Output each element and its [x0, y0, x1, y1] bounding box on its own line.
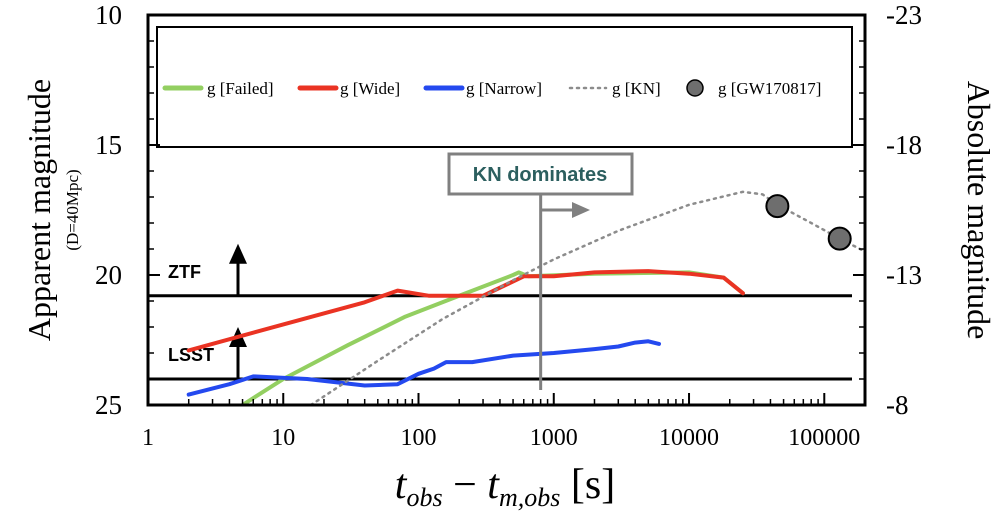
legend-label-gw: g [GW170817] — [718, 79, 821, 98]
series-line-kn — [309, 190, 865, 405]
x-label-sub2: m,obs — [499, 483, 560, 512]
x-tick-label: 1000 — [530, 425, 578, 451]
series-line-wide — [186, 269, 745, 353]
y-axis-right-label: Absolute magnitude — [961, 81, 997, 340]
ztf-label: ZTF — [168, 262, 201, 282]
annotation-arrow-head-icon — [572, 202, 590, 218]
y-axis-left-sublabel: (D=40Mpc) — [63, 169, 82, 250]
x-tick-label: 10 — [271, 425, 295, 451]
gw-data-point-2 — [827, 226, 852, 251]
ztf-arrow-head-icon — [229, 243, 247, 264]
x-axis: 1 10 100 1000 10000 100000 — [142, 393, 866, 451]
series-line-narrow — [186, 339, 661, 397]
y-right-tick-label: -8 — [886, 390, 909, 420]
legend-box — [156, 26, 853, 148]
legend-label-narrow: g [Narrow] — [466, 79, 542, 98]
y-right-tick-label: -18 — [886, 130, 922, 160]
reference-lines: ZTF LSST — [148, 243, 852, 381]
legend-label-wide: g [Wide] — [340, 79, 400, 98]
x-tick-label: 1 — [142, 425, 154, 451]
annotation-text: KN dominates — [473, 164, 607, 186]
x-label-unit: [s] — [560, 462, 615, 508]
y-axis-right: -23 -18 -13 -8 — [853, 0, 922, 420]
legend-label-failed: g [Failed] — [207, 79, 274, 98]
x-tick-label: 10000 — [659, 425, 719, 451]
y-tick-label: 20 — [95, 260, 122, 290]
y-axis-left-label: Apparent magnitude — [21, 79, 57, 341]
markers-layer — [765, 194, 852, 251]
legend-swatch-gw — [686, 79, 704, 97]
gw-data-point-1 — [765, 194, 790, 219]
x-label-minus: − — [443, 462, 488, 508]
plot-frame — [146, 13, 867, 407]
x-label-t2: t — [487, 462, 500, 508]
annotation-layer: KN dominates — [447, 152, 634, 390]
x-tick-label: 100000 — [788, 425, 860, 451]
y-right-tick-label: -13 — [886, 260, 922, 290]
y-right-tick-label: -23 — [886, 0, 922, 30]
lsst-label: LSST — [168, 345, 214, 365]
annotation-box — [447, 152, 634, 196]
y-axis-left: 10 15 20 25 — [95, 0, 160, 420]
y-tick-label: 10 — [95, 0, 122, 30]
legend-label-kn: g [KN] — [612, 79, 661, 98]
y-tick-label: 15 — [95, 130, 122, 160]
legend: g [Failed] g [Wide] g [Narrow] g [KN] g [GW1… — [162, 79, 821, 98]
x-label-sub1: obs — [406, 483, 442, 512]
x-label-t1: t — [395, 462, 408, 508]
x-axis-label: tobs − tm,obs [s] — [395, 462, 615, 512]
x-tick-label: 100 — [401, 425, 437, 451]
y-tick-label: 25 — [95, 390, 122, 420]
series-layer — [186, 190, 865, 405]
